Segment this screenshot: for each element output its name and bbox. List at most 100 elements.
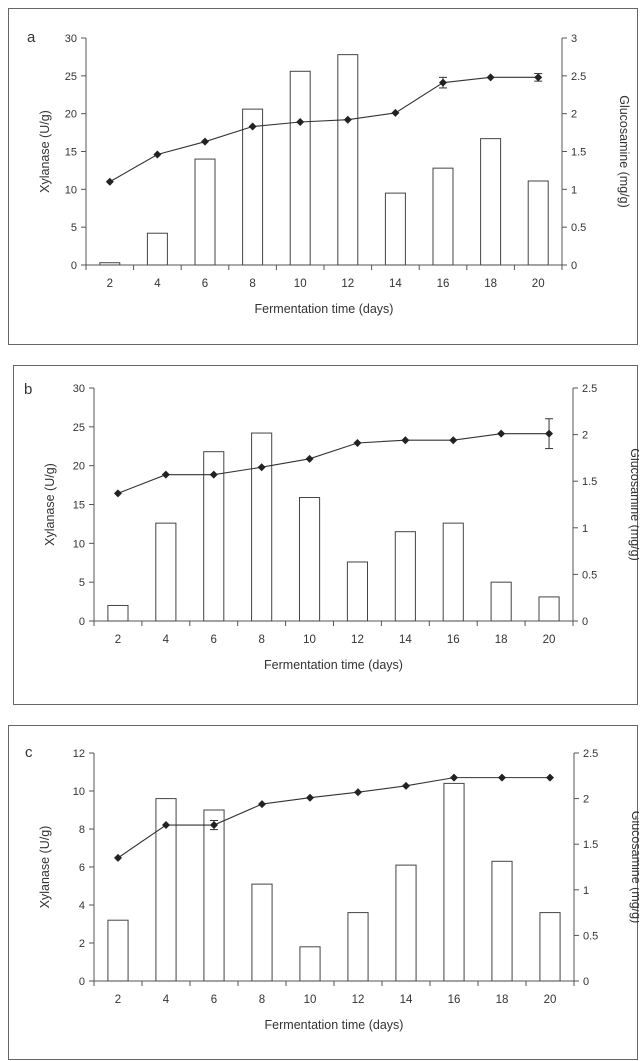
- x-tick-label: 4: [163, 994, 170, 1006]
- x-axis-title: Fermentation time (days): [265, 1018, 404, 1032]
- y-tick-label-right: 2.5: [571, 71, 586, 83]
- y-tick-label-left: 0: [79, 616, 85, 628]
- y-tick-label-right: 2: [582, 430, 588, 442]
- glucosamine-point: [353, 438, 362, 447]
- x-tick-label: 10: [294, 278, 307, 290]
- xylanase-bar: [298, 497, 321, 622]
- y-tick-label-left: 15: [73, 500, 85, 512]
- x-tick-label: 14: [400, 994, 413, 1006]
- x-tick-label: 12: [352, 994, 365, 1006]
- y-tick-label-left: 10: [65, 184, 77, 196]
- y-tick-label-left: 10: [73, 786, 85, 798]
- y-tick-label-left: 5: [79, 577, 85, 589]
- glucosamine-point: [486, 73, 495, 82]
- xylanase-bar: [491, 860, 513, 982]
- chart-svg-a: a 0 5 10 15 20 25 30 0 0.5 1 1.5 2 2.5 3 2 4 6 8 10 12 14 16 18…: [27, 29, 631, 316]
- glucosamine-point: [305, 454, 314, 463]
- x-tick-label: 2: [115, 634, 121, 646]
- glucosamine-line: [117, 777, 550, 859]
- y-tick-label-right: 1: [571, 184, 577, 196]
- xylanase-bar: [394, 531, 416, 622]
- y-tick-label-right: 1: [583, 885, 589, 897]
- y-tick-label-right: 2.5: [582, 383, 597, 395]
- y-axis-title-left: Xylanase (U/g): [38, 826, 52, 909]
- glucosamine-point: [354, 788, 362, 797]
- y-axis-title-left: Xylanase (U/g): [38, 110, 52, 193]
- glucosamine-point: [546, 773, 554, 782]
- xylanase-bar: [432, 167, 454, 266]
- y-tick-label-right: 2.5: [583, 748, 598, 760]
- y-tick-label-left: 25: [73, 422, 85, 434]
- x-tick-label: 18: [495, 634, 508, 646]
- xylanase-bar: [99, 262, 121, 266]
- xylanase-bar: [107, 604, 129, 622]
- glucosamine-point: [153, 150, 162, 159]
- chart-panel-b: b 0 5 10 15 20 25 30 0 0.5 1 1.5 2 2.5 2 4 6 8 10 12 14 16 18 2…: [13, 365, 639, 705]
- xylanase-bar: [155, 798, 177, 982]
- xylanase-bar: [527, 180, 549, 266]
- xylanase-bar: [337, 54, 359, 266]
- x-tick-label: 2: [107, 278, 113, 290]
- x-tick-label: 6: [211, 994, 217, 1006]
- glucosamine-point: [296, 117, 305, 126]
- x-tick-label: 8: [249, 278, 255, 290]
- glucosamine-point: [113, 489, 122, 498]
- x-tick-label: 20: [532, 278, 545, 290]
- y-tick-label-right: 1.5: [582, 476, 597, 488]
- xylanase-bar: [242, 108, 264, 266]
- x-axis-title: Fermentation time (days): [255, 302, 394, 316]
- y-tick-label-left: 30: [73, 383, 85, 395]
- glucosamine-point: [210, 821, 218, 830]
- x-tick-label: 8: [258, 634, 264, 646]
- xylanase-bar: [146, 232, 168, 266]
- y-tick-label-right: 2: [583, 794, 589, 806]
- y-tick-label-left: 2: [79, 938, 85, 950]
- glucosamine-point: [209, 470, 218, 479]
- x-axis-title: Fermentation time (days): [264, 658, 403, 672]
- y-tick-label-right: 0.5: [583, 930, 598, 942]
- glucosamine-point: [498, 773, 506, 782]
- xylanase-bar: [194, 158, 216, 266]
- xylanase-bar: [203, 451, 225, 622]
- xylanase-bar: [480, 138, 502, 266]
- glucosamine-point: [114, 853, 122, 862]
- xylanase-bar: [442, 522, 464, 622]
- glucosamine-point: [248, 122, 257, 131]
- glucosamine-point: [449, 436, 458, 445]
- xylanase-bar: [251, 432, 273, 622]
- xylanase-bar: [347, 912, 369, 982]
- glucosamine-line: [109, 76, 539, 183]
- y-tick-label-right: 0: [571, 260, 577, 272]
- x-tick-label: 16: [447, 634, 460, 646]
- x-tick-label: 16: [437, 278, 450, 290]
- y-tick-label-right: 1.5: [571, 147, 586, 159]
- y-tick-label-right: 0: [583, 976, 589, 988]
- x-tick-label: 18: [496, 994, 509, 1006]
- chart-svg-b: b 0 5 10 15 20 25 30 0 0.5 1 1.5 2 2.5 2 4 6 8 10 12 14 16 18 2…: [24, 381, 639, 672]
- x-tick-label: 10: [303, 634, 316, 646]
- glucosamine-line: [117, 433, 550, 494]
- y-tick-label-left: 20: [73, 461, 85, 473]
- chart-svg-c: c 0 2 4 6 8 10 12 0 0.5 1 1.5 2 2.5 2 4 6 8 10 12 14 16 18 20 Fe…: [25, 744, 639, 1032]
- xylanase-bar: [107, 919, 129, 982]
- xylanase-bar: [384, 192, 406, 266]
- xylanase-bar: [346, 561, 369, 622]
- x-tick-label: 6: [211, 634, 217, 646]
- chart-panel-c: c 0 2 4 6 8 10 12 0 0.5 1 1.5 2 2.5 2 4 6 8 10 12 14 16 18 20 Fe…: [8, 725, 639, 1060]
- panel-label: b: [24, 381, 32, 398]
- glucosamine-point: [162, 821, 170, 830]
- glucosamine-point: [201, 137, 209, 146]
- y-tick-label-right: 1.5: [583, 839, 598, 851]
- xylanase-bar: [299, 946, 321, 982]
- y-tick-label-right: 0: [582, 616, 588, 628]
- glucosamine-point: [439, 78, 447, 87]
- x-tick-label: 12: [351, 634, 364, 646]
- chart-panel-a: a 0 5 10 15 20 25 30 0 0.5 1 1.5 2 2.5 3 2 4 6 8 10 12 14 16 18…: [8, 8, 638, 345]
- xylanase-bar: [155, 522, 177, 622]
- x-tick-label: 4: [154, 278, 161, 290]
- x-tick-label: 20: [543, 634, 556, 646]
- xylanase-bar: [490, 581, 512, 622]
- glucosamine-point: [161, 470, 170, 479]
- y-tick-label-left: 5: [71, 222, 77, 234]
- y-tick-label-left: 4: [79, 900, 85, 912]
